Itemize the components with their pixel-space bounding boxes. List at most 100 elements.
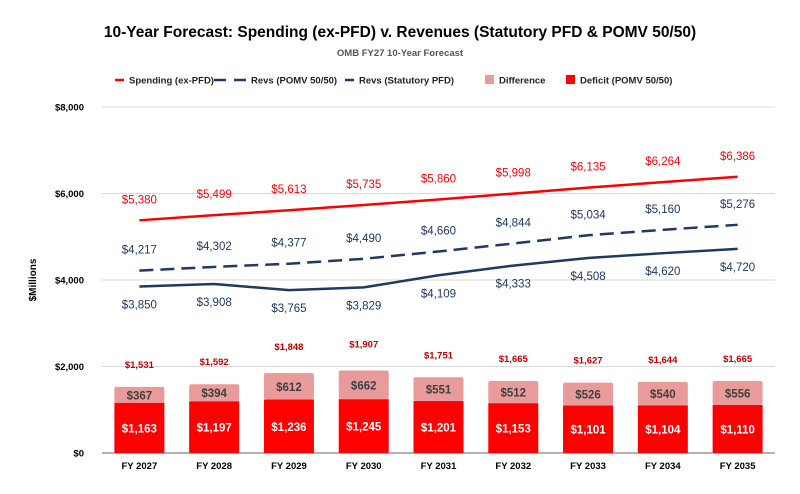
bar-data-label: $1,163 [122, 423, 157, 435]
line-data-label: $6,386 [720, 151, 755, 163]
line-data-label: $4,109 [421, 288, 456, 300]
lines: $5,380 $5,499 $5,613 $5,735 $5,860 $5,998 $6,1… [122, 151, 755, 315]
bar-data-label: $367 [127, 390, 153, 402]
line-data-label: $6,264 [645, 156, 681, 168]
bar-difference [712, 380, 763, 405]
x-tick-label: FY 2032 [495, 461, 531, 472]
bar-data-label: $556 [725, 388, 751, 400]
y-tick-label: $6,000 [55, 189, 84, 200]
bar-data-label: $662 [351, 380, 377, 392]
line-data-label: $3,765 [271, 303, 306, 315]
bar-data-label: $526 [575, 390, 601, 402]
bars: $1,163 $367 $1,531 $1,197 $394 $1,592 $1,236 $6… [114, 340, 763, 453]
bar-difference [563, 382, 614, 406]
legend-label: Difference [499, 76, 545, 87]
line-data-label: $5,380 [122, 194, 157, 206]
bar-data-label: $551 [426, 385, 452, 397]
total-data-label: $1,531 [125, 360, 155, 371]
bar-data-label: $540 [650, 389, 676, 401]
total-data-label: $1,592 [200, 357, 229, 368]
x-tick-label: FY 2033 [570, 461, 606, 472]
bar-difference [338, 370, 389, 400]
bar-difference [413, 377, 464, 402]
bar-deficit-pomv-50-50- [189, 401, 240, 453]
chart-subtitle: OMB FY27 10-Year Forecast [337, 48, 464, 59]
bar-deficit-pomv-50-50- [114, 402, 165, 453]
bar-deficit-pomv-50-50- [563, 405, 614, 453]
line-data-label: $4,333 [496, 279, 531, 291]
line-data-label: $5,735 [346, 179, 381, 191]
chart-title: 10-Year Forecast: Spending (ex-PFD) v. R… [104, 24, 696, 41]
x-tick-label: FY 2027 [122, 461, 158, 472]
bar-data-label: $1,153 [496, 424, 531, 436]
line-data-label: $5,499 [197, 189, 232, 201]
bar-data-label: $512 [500, 388, 526, 400]
x-tick-label: FY 2034 [645, 461, 681, 472]
line-data-label: $5,613 [271, 184, 306, 196]
y-tick-label: $4,000 [55, 276, 84, 287]
x-axis-ticks: FY 2027 FY 2028 FY 2029 FY 2030 FY 2031 FY 20… [122, 461, 757, 472]
bar-data-label: $1,104 [645, 425, 681, 437]
bar-data-label: $1,101 [570, 425, 606, 437]
bar-data-label: $1,236 [271, 422, 306, 434]
x-tick-label: FY 2030 [346, 461, 382, 472]
line-data-label: $4,302 [197, 241, 232, 253]
bar-deficit-pomv-50-50- [488, 403, 539, 453]
line-data-label: $4,660 [421, 225, 456, 237]
bar-difference [263, 373, 314, 400]
line-data-label: $4,720 [720, 262, 755, 274]
legend-swatch [485, 75, 494, 84]
legend-label: Spending (ex-PFD) [129, 76, 214, 87]
bar-deficit-pomv-50-50- [338, 399, 389, 453]
line-data-label: $4,217 [122, 245, 157, 257]
total-data-label: $1,665 [723, 354, 753, 365]
line-data-label: $6,135 [570, 162, 605, 174]
total-data-label: $1,848 [274, 342, 303, 353]
line-data-label: $3,850 [122, 299, 157, 311]
line-data-label: $5,160 [645, 204, 680, 216]
x-tick-label: FY 2028 [196, 461, 232, 472]
legend-label: Revs (POMV 50/50) [251, 76, 337, 87]
line-data-label: $5,860 [421, 174, 456, 186]
y-axis-ticks: $0 $2,000 $4,000 $6,000 $8,000 [55, 103, 84, 460]
bar-difference [189, 384, 240, 402]
bar-data-label: $1,197 [197, 423, 232, 435]
line-data-label: $4,377 [271, 238, 306, 250]
line-data-label: $4,508 [570, 271, 605, 283]
x-tick-label: FY 2035 [720, 461, 756, 472]
legend-label: Deficit (POMV 50/50) [580, 76, 672, 87]
line-revs-statutory-pfd- [139, 247, 738, 292]
line-revs-pomv-50-50- [139, 223, 738, 272]
bar-data-label: $1,201 [421, 423, 457, 435]
bar-difference [637, 381, 688, 406]
line-data-label: $4,844 [496, 217, 532, 229]
total-data-label: $1,644 [648, 355, 678, 366]
bar-data-label: $394 [201, 388, 227, 400]
line-data-label: $5,276 [720, 199, 755, 211]
y-tick-label: $0 [73, 449, 84, 460]
y-axis-label: $Millions [28, 258, 39, 301]
total-data-label: $1,665 [499, 354, 529, 365]
bar-deficit-pomv-50-50- [637, 405, 688, 453]
line-data-label: $5,034 [570, 209, 606, 221]
bar-deficit-pomv-50-50- [263, 399, 314, 453]
y-tick-label: $8,000 [55, 103, 84, 114]
total-data-label: $1,907 [349, 340, 378, 351]
line-data-label: $3,829 [346, 300, 381, 312]
legend: Spending (ex-PFD) Revs (POMV 50/50) Revs (… [115, 75, 672, 87]
bar-deficit-pomv-50-50- [712, 404, 763, 453]
legend-label: Revs (Statutory PFD) [359, 76, 454, 87]
line-data-label: $3,908 [197, 297, 232, 309]
bar-data-label: $612 [276, 382, 302, 394]
line-data-label: $4,620 [645, 266, 680, 278]
y-tick-label: $2,000 [55, 362, 84, 373]
x-tick-label: FY 2031 [421, 461, 457, 472]
legend-swatch [566, 75, 575, 84]
total-data-label: $1,627 [574, 356, 603, 367]
total-data-label: $1,751 [424, 350, 454, 361]
line-data-label: $4,490 [346, 233, 381, 245]
bar-difference [488, 380, 539, 404]
line-data-label: $5,998 [496, 168, 531, 180]
line-spending-ex-pfd- [139, 175, 738, 222]
